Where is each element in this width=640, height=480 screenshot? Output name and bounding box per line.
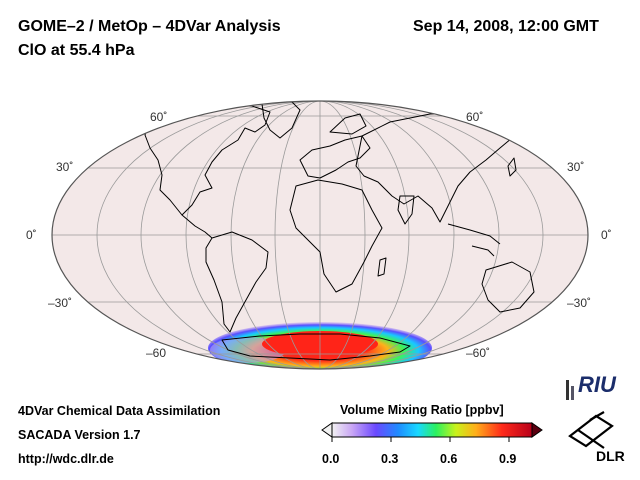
footer-line-1: 4DVar Chemical Data Assimilation (18, 404, 221, 418)
lat-label-60s-right: –60˚ (466, 346, 491, 360)
lat-label-60s-left: –60 (146, 346, 167, 360)
dlr-logo-mark (568, 411, 614, 449)
lat-label-30n-right: 30˚ (567, 160, 585, 174)
lat-label-0-right: 0˚ (601, 228, 612, 242)
lat-label-30s-left: –30˚ (48, 296, 73, 310)
graticule (52, 101, 588, 369)
colorbar-tick-label: 0.6 (440, 452, 458, 466)
lat-label-60n-left: 60˚ (150, 110, 168, 124)
map-subtitle: ClO at 55.4 hPa (18, 42, 135, 59)
lat-label-30s-right: –30˚ (567, 296, 592, 310)
lat-label-30n-left: 30˚ (56, 160, 74, 174)
map-date: Sep 14, 2008, 12:00 GMT (413, 18, 599, 35)
footer-line-2: SACADA Version 1.7 (18, 428, 141, 442)
colorbar-low-arrow (321, 422, 333, 438)
colorbar-tick-label: 0.9 (499, 452, 517, 466)
colorbar-title: Volume Mixing Ratio [ppbv] (340, 403, 504, 417)
colorbar-ticks (331, 437, 510, 442)
lat-label-60n-right: 60˚ (466, 110, 484, 124)
colorbar-tick-label: 0.3 (381, 452, 399, 466)
colorbar-tick-label: 0.0 (322, 452, 340, 466)
colorbar (331, 422, 533, 438)
map-title: GOME–2 / MetOp – 4DVar Analysis (18, 18, 281, 35)
globe-outline (51, 100, 589, 370)
riu-logo: RIU (578, 372, 616, 397)
colorbar-high-arrow (531, 422, 543, 438)
footer-link[interactable]: http://wdc.dlr.de (18, 452, 114, 466)
lat-label-0-left: 0˚ (26, 228, 37, 242)
dlr-logo: DLR (596, 448, 625, 464)
riu-logo-mark (566, 380, 574, 400)
